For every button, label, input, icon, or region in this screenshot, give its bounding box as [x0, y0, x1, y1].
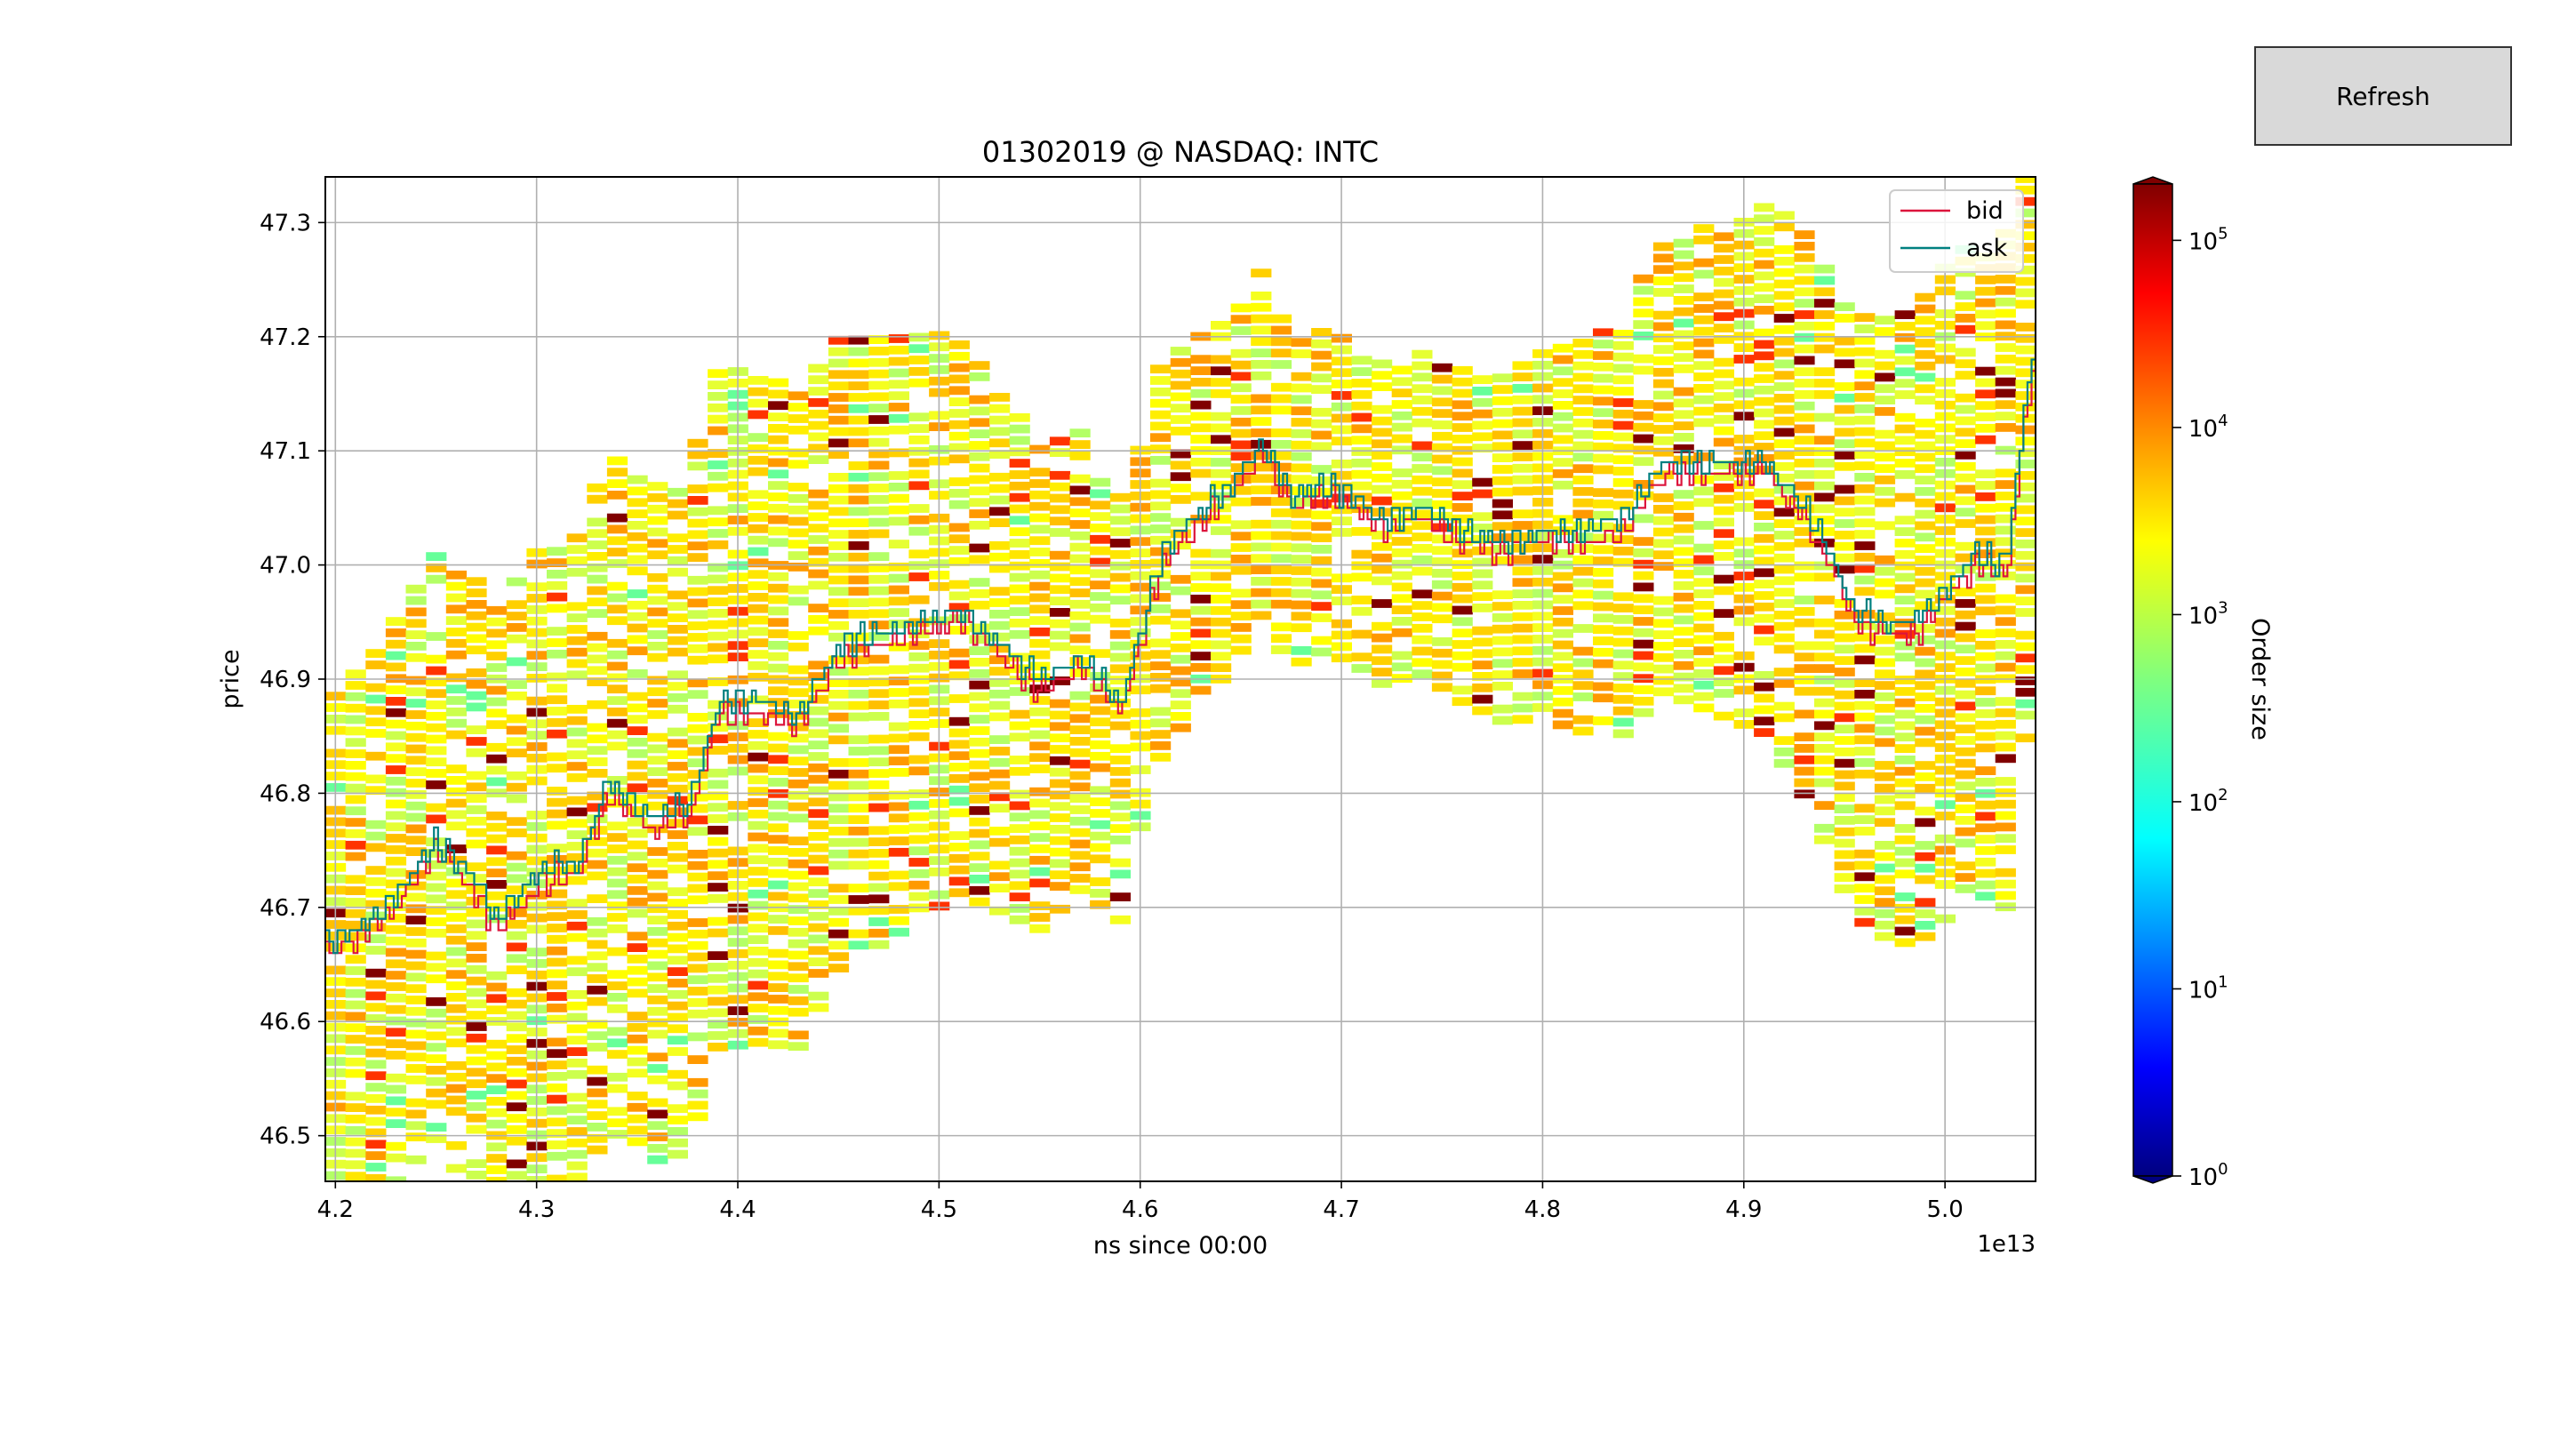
colorbar-label: Order size	[2246, 618, 2274, 740]
y-tick-label: 47.2	[260, 324, 311, 351]
colorbar-top-extend	[2132, 176, 2173, 185]
colorbar: 100 101 102 103 104 105 Order size	[2132, 176, 2274, 1191]
y-tick-label: 47.1	[260, 438, 311, 465]
x-tick-label: 5.0	[1926, 1196, 1963, 1223]
x-axis-ticks: 4.2 4.3 4.4 4.5 4.6 4.7 4.8 4.9 5.0	[317, 1181, 1964, 1223]
x-tick-label: 4.7	[1323, 1196, 1359, 1223]
x-tick-label: 4.9	[1725, 1196, 1762, 1223]
legend-bid-label: bid	[1966, 197, 2004, 225]
colorbar-bottom-extend	[2132, 1175, 2173, 1184]
x-axis-label: ns since 00:00	[1093, 1232, 1268, 1260]
colorbar-gradient	[2132, 183, 2173, 1177]
ask-price-line	[325, 324, 2036, 955]
x-tick-label: 4.8	[1524, 1196, 1561, 1223]
colorbar-tick-label: 104	[2188, 412, 2228, 443]
price-lines	[325, 324, 2036, 955]
y-tick-label: 47.3	[260, 210, 311, 236]
colorbar-tick-label: 105	[2188, 224, 2228, 255]
y-tick-label: 46.9	[260, 667, 311, 693]
x-tick-label: 4.4	[719, 1196, 756, 1223]
y-tick-label: 47.0	[260, 553, 311, 580]
y-tick-label: 46.6	[260, 1009, 311, 1036]
colorbar-tick-label: 102	[2188, 786, 2228, 817]
y-axis-ticks: 46.5 46.6 46.7 46.8 46.9 47.0 47.1 47.2 47.3	[260, 210, 325, 1150]
x-tick-label: 4.6	[1122, 1196, 1158, 1223]
order-book-heatmap	[325, 177, 2036, 1181]
y-tick-label: 46.7	[260, 895, 311, 922]
colorbar-tick-label: 100	[2188, 1160, 2228, 1191]
colorbar-tick-label: 103	[2188, 598, 2228, 629]
y-axis-label: price	[217, 649, 244, 708]
x-tick-label: 4.3	[518, 1196, 555, 1223]
refresh-button[interactable]: Refresh	[2254, 46, 2512, 146]
y-tick-label: 46.5	[260, 1124, 311, 1150]
colorbar-tick-label: 101	[2188, 972, 2228, 1004]
colorbar-ticks: 100 101 102 103 104 105	[2172, 224, 2228, 1191]
x-tick-label: 4.5	[921, 1196, 957, 1223]
legend: bid ask	[1889, 189, 2024, 273]
legend-ask-label: ask	[1966, 235, 2008, 262]
y-tick-label: 46.8	[260, 780, 311, 807]
chart-title: 01302019 @ NASDAQ: INTC	[982, 135, 1379, 169]
x-tick-label: 4.2	[317, 1196, 354, 1223]
x-offset-label: 1e13	[1977, 1231, 2036, 1258]
